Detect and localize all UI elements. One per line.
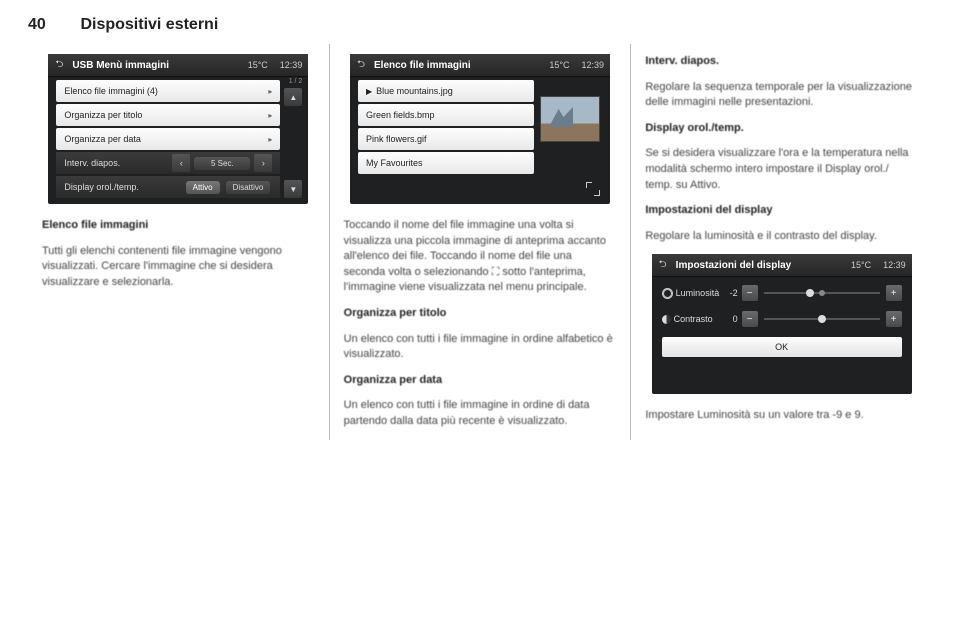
heading-filelist: Elenco file immagini [42, 218, 315, 234]
clock: 12:39 [575, 60, 610, 70]
para-displaysettings: Regolare la luminosità e il contrasto de… [645, 229, 918, 245]
contrast-value: 0 [724, 314, 738, 324]
menu-row-bydate[interactable]: Organizza per data▸ [56, 128, 280, 150]
heading-interval: Interv. diapos. [645, 54, 918, 70]
screen-title: USB Menù immagini [70, 60, 241, 71]
fullscreen-icon[interactable] [586, 182, 600, 196]
page-header: 40 Dispositivi esterni [28, 16, 932, 34]
brightness-minus-button[interactable]: − [742, 285, 758, 301]
brightness-icon [662, 288, 673, 299]
contrast-minus-button[interactable]: − [742, 311, 758, 327]
brightness-plus-button[interactable]: + [886, 285, 902, 301]
active-button[interactable]: Attivo [186, 181, 220, 194]
back-icon[interactable]: ⮌ [48, 54, 70, 76]
temperature: 15°C [242, 60, 274, 70]
contrast-slider[interactable] [764, 318, 880, 320]
screen-title: Impostazioni del display [674, 260, 845, 271]
brightness-value: -2 [724, 288, 738, 298]
screenshot-usb-menu: ⮌ USB Menù immagini 15°C 12:39 1 / 2 ▲ ▼… [48, 54, 308, 204]
menu-row-interval: Interv. diapos. ‹ 5 Sec. › [56, 152, 280, 174]
temperature: 15°C [543, 60, 575, 70]
screenshot-filelist: ⮌ Elenco file immagini 15°C 12:39 ▶Blue … [350, 54, 610, 204]
column-1: ⮌ USB Menù immagini 15°C 12:39 1 / 2 ▲ ▼… [28, 44, 329, 440]
heading-displaysettings: Impostazioni del display [645, 203, 918, 219]
para-bydate: Un elenco con tutti i file immagine in o… [344, 398, 617, 429]
contrast-icon [662, 315, 671, 324]
file-row-2[interactable]: Green fields.bmp [358, 104, 534, 126]
interval-prev-button[interactable]: ‹ [172, 154, 190, 172]
menu-row-filelist[interactable]: Elenco file immagini (4)▸ [56, 80, 280, 102]
contrast-plus-button[interactable]: + [886, 311, 902, 327]
menu-row-bytitle[interactable]: Organizza per titolo▸ [56, 104, 280, 126]
screen-title: Elenco file immagini [372, 60, 543, 71]
para-filelist: Tutti gli elenchi contenenti file immagi… [42, 244, 315, 291]
page-number: 40 [28, 16, 76, 34]
contrast-row: Contrasto 0 − + [662, 311, 902, 327]
brightness-slider[interactable] [764, 292, 880, 294]
back-icon[interactable]: ⮌ [350, 54, 372, 76]
brightness-row: Luminosità -2 − + [662, 285, 902, 301]
screenshot-display-settings: ⮌ Impostazioni del display 15°C 12:39 Lu… [652, 254, 912, 394]
preview-thumbnail [540, 96, 600, 142]
inactive-button[interactable]: Disattivo [226, 181, 271, 194]
clock: 12:39 [274, 60, 309, 70]
menu-row-clocktemp: Display orol./temp. Attivo Disattivo [56, 176, 280, 198]
para-interval: Regolare la sequenza temporale per la vi… [645, 80, 918, 111]
clock: 12:39 [877, 260, 912, 270]
para-preview: Toccando il nome del file immagine una v… [344, 218, 617, 296]
interval-next-button[interactable]: › [254, 154, 272, 172]
heading-bydate: Organizza per data [344, 373, 617, 389]
ok-button[interactable]: OK [662, 337, 902, 357]
interval-value: 5 Sec. [194, 157, 250, 170]
file-row-3[interactable]: Pink flowers.gif [358, 128, 534, 150]
para-clocktemp: Se si desidera visualizzare l'ora e la t… [645, 146, 918, 193]
chapter-title: Dispositivi esterni [80, 16, 218, 33]
column-2: ⮌ Elenco file immagini 15°C 12:39 ▶Blue … [329, 44, 631, 440]
para-bytitle: Un elenco con tutti i file immagine in o… [344, 332, 617, 363]
page-count: 1 / 2 [289, 78, 303, 85]
para-brightness-range: Impostare Luminosità su un valore tra -9… [645, 408, 918, 424]
file-row-4[interactable]: My Favourites [358, 152, 534, 174]
scroll-up-button[interactable]: ▲ [284, 88, 302, 106]
file-row-1[interactable]: ▶Blue mountains.jpg [358, 80, 534, 102]
back-icon[interactable]: ⮌ [652, 254, 674, 276]
temperature: 15°C [845, 260, 877, 270]
heading-clocktemp: Display orol./temp. [645, 121, 918, 137]
heading-bytitle: Organizza per titolo [344, 306, 617, 322]
scroll-down-button[interactable]: ▼ [284, 180, 302, 198]
column-3: Interv. diapos. Regolare la sequenza tem… [630, 44, 932, 440]
